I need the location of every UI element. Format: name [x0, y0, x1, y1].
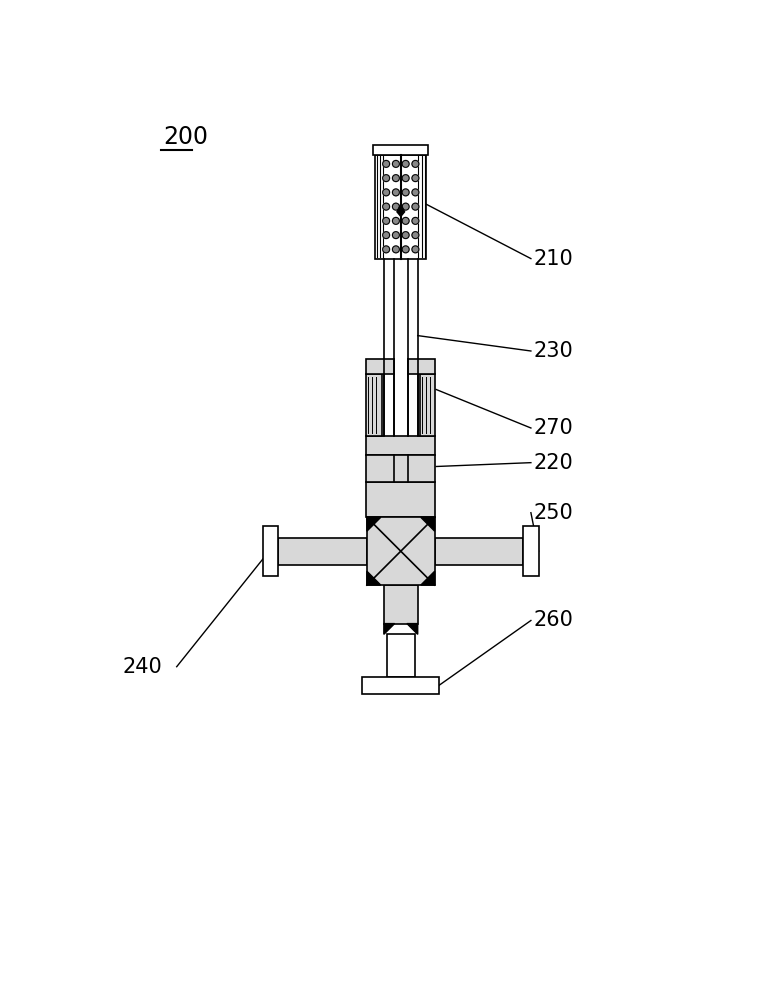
Bar — [366, 482, 436, 517]
Circle shape — [393, 189, 400, 196]
Bar — [523, 526, 539, 576]
Bar — [367, 517, 435, 585]
Circle shape — [412, 232, 419, 239]
Circle shape — [412, 217, 419, 224]
Text: 270: 270 — [534, 418, 574, 438]
Bar — [366, 359, 394, 374]
Text: 250: 250 — [534, 503, 574, 523]
Text: 230: 230 — [534, 341, 574, 361]
Text: 220: 220 — [534, 453, 574, 473]
Bar — [373, 145, 429, 155]
Text: 210: 210 — [534, 249, 574, 269]
Bar — [387, 634, 414, 677]
Circle shape — [393, 160, 400, 167]
Bar — [375, 155, 426, 259]
Circle shape — [402, 217, 409, 224]
Bar — [407, 359, 436, 374]
Circle shape — [393, 246, 400, 253]
Bar — [366, 436, 436, 455]
Bar — [420, 374, 436, 436]
Circle shape — [393, 175, 400, 182]
Circle shape — [412, 203, 419, 210]
Circle shape — [402, 160, 409, 167]
Polygon shape — [367, 571, 381, 585]
Circle shape — [402, 175, 409, 182]
Circle shape — [382, 217, 389, 224]
Circle shape — [412, 246, 419, 253]
Circle shape — [402, 203, 409, 210]
Bar — [366, 374, 382, 436]
Circle shape — [412, 160, 419, 167]
Circle shape — [382, 232, 389, 239]
Bar — [384, 585, 418, 624]
Circle shape — [382, 160, 389, 167]
Circle shape — [382, 175, 389, 182]
Text: 240: 240 — [123, 657, 163, 677]
Circle shape — [393, 203, 400, 210]
Circle shape — [402, 232, 409, 239]
Polygon shape — [397, 204, 404, 216]
Circle shape — [402, 189, 409, 196]
Bar — [263, 526, 278, 576]
Circle shape — [393, 232, 400, 239]
Bar — [366, 455, 436, 482]
Text: 200: 200 — [163, 125, 208, 149]
Bar — [278, 538, 367, 565]
Circle shape — [393, 217, 400, 224]
Polygon shape — [367, 517, 381, 531]
Bar — [362, 677, 439, 694]
Circle shape — [412, 189, 419, 196]
Polygon shape — [421, 571, 435, 585]
Polygon shape — [407, 624, 418, 634]
Text: 260: 260 — [534, 610, 574, 631]
Polygon shape — [384, 624, 395, 634]
Circle shape — [402, 246, 409, 253]
Circle shape — [382, 189, 389, 196]
Bar — [435, 538, 523, 565]
Circle shape — [382, 246, 389, 253]
Circle shape — [382, 203, 389, 210]
Circle shape — [412, 175, 419, 182]
Polygon shape — [421, 517, 435, 531]
